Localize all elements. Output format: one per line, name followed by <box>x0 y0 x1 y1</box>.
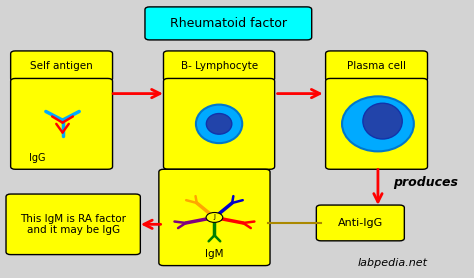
Text: labpedia.net: labpedia.net <box>357 258 428 268</box>
Text: Anti-IgG: Anti-IgG <box>337 218 383 228</box>
Text: This IgM is RA factor
and it may be IgG: This IgM is RA factor and it may be IgG <box>20 214 126 235</box>
Ellipse shape <box>363 103 402 139</box>
FancyBboxPatch shape <box>326 51 428 81</box>
FancyBboxPatch shape <box>10 51 112 81</box>
FancyBboxPatch shape <box>164 78 274 169</box>
FancyBboxPatch shape <box>164 51 274 81</box>
Text: produces: produces <box>393 176 458 189</box>
FancyBboxPatch shape <box>316 205 404 241</box>
Text: Plasma cell: Plasma cell <box>347 61 406 71</box>
Ellipse shape <box>206 113 232 134</box>
Text: IgM: IgM <box>205 249 224 259</box>
Text: Rheumatoid factor: Rheumatoid factor <box>170 17 287 30</box>
Text: IgG: IgG <box>29 153 46 163</box>
FancyBboxPatch shape <box>145 7 312 40</box>
Ellipse shape <box>342 96 414 152</box>
Text: J: J <box>213 214 216 220</box>
FancyBboxPatch shape <box>10 78 112 169</box>
Text: Self antigen: Self antigen <box>30 61 93 71</box>
Ellipse shape <box>196 105 242 143</box>
Text: B- Lymphocyte: B- Lymphocyte <box>181 61 258 71</box>
Circle shape <box>206 212 223 222</box>
FancyBboxPatch shape <box>159 169 270 265</box>
Polygon shape <box>50 78 73 92</box>
FancyBboxPatch shape <box>326 78 428 169</box>
Polygon shape <box>365 78 388 92</box>
Polygon shape <box>208 78 231 92</box>
FancyBboxPatch shape <box>6 194 140 255</box>
